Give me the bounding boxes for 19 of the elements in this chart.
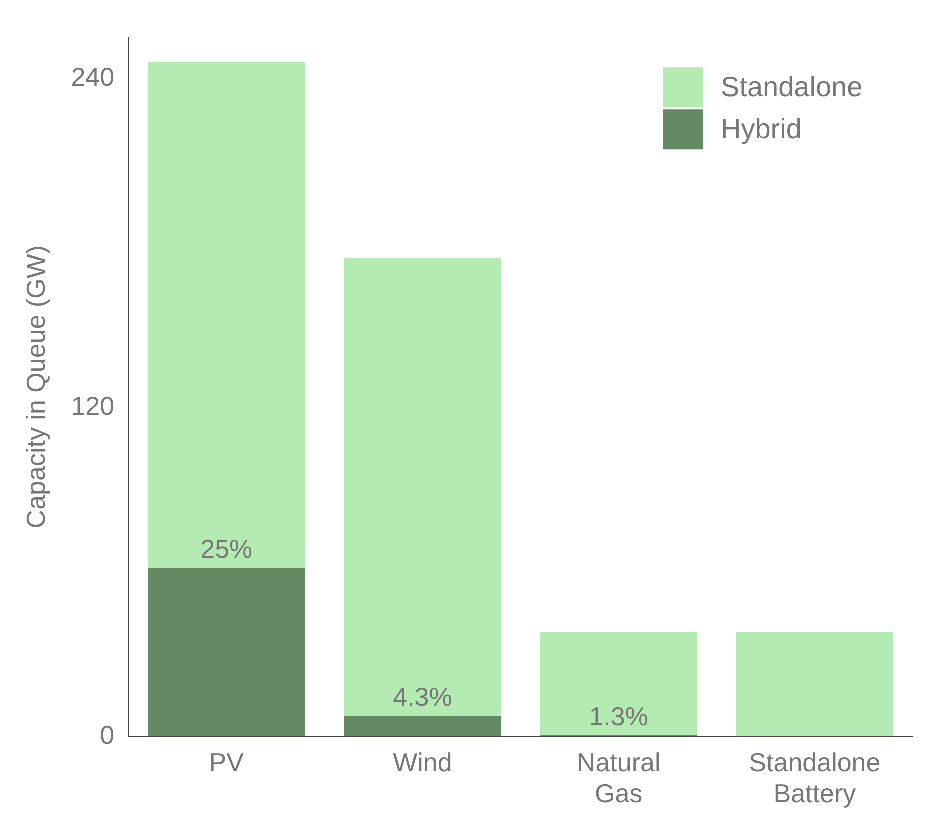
bar bbox=[540, 632, 698, 736]
annotation: 4.3% bbox=[393, 682, 452, 712]
y-axis-title: Capacity in Queue (GW) bbox=[20, 245, 51, 529]
legend-label: Standalone bbox=[721, 71, 863, 102]
bar bbox=[148, 568, 306, 737]
annotation: 25% bbox=[200, 534, 253, 564]
annotation: 1.3% bbox=[589, 701, 648, 732]
bar bbox=[344, 258, 502, 716]
bar bbox=[148, 62, 306, 568]
legend-label: Hybrid bbox=[721, 113, 802, 144]
x-tick-label: Natural Gas bbox=[576, 747, 661, 809]
x-tick-label: Wind bbox=[393, 747, 452, 778]
y-tick-label: 240 bbox=[71, 62, 115, 92]
bar bbox=[344, 716, 502, 737]
y-tick-label: 0 bbox=[100, 720, 115, 750]
bar bbox=[736, 632, 894, 737]
x-tick-label: Standalone Battery bbox=[749, 747, 881, 809]
x-tick-label: PV bbox=[209, 747, 245, 778]
y-tick-label: 120 bbox=[71, 390, 115, 421]
